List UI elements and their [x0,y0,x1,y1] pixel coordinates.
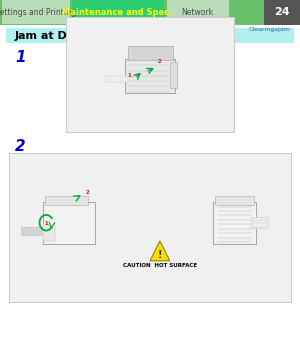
Text: Maintenance and Spec.: Maintenance and Spec. [62,8,173,17]
Bar [215,196,254,205]
Text: !: ! [158,250,162,260]
Text: 24: 24 [274,8,290,17]
Bar [264,0,300,25]
Bar [105,76,128,82]
Text: ClearingaJam: ClearingaJam [249,27,291,32]
Text: 1: 1 [127,74,131,78]
Bar [125,59,175,93]
Text: CAUTION  HOT SURFACE: CAUTION HOT SURFACE [123,263,197,268]
Text: Settings and Printing: Settings and Printing [0,8,76,17]
Bar [45,196,88,205]
Bar [128,46,172,60]
Text: 1: 1 [44,221,48,226]
Bar [251,217,268,228]
Bar [6,28,294,43]
Bar [2,0,70,24]
Bar [21,227,45,235]
Text: 1: 1 [15,50,26,65]
Text: 2: 2 [15,139,26,154]
Bar [43,202,95,244]
Polygon shape [150,241,170,261]
Text: 2: 2 [86,190,90,195]
Text: Network: Network [181,8,213,17]
Bar [66,17,234,132]
Text: Jam at D: Jam at D [15,31,68,41]
Bar [167,0,229,24]
Bar [0,0,300,25]
Bar [170,62,177,88]
Text: 2: 2 [157,59,161,64]
Bar [72,0,164,24]
Bar [213,202,256,244]
Bar [43,224,55,241]
Bar [9,153,291,302]
